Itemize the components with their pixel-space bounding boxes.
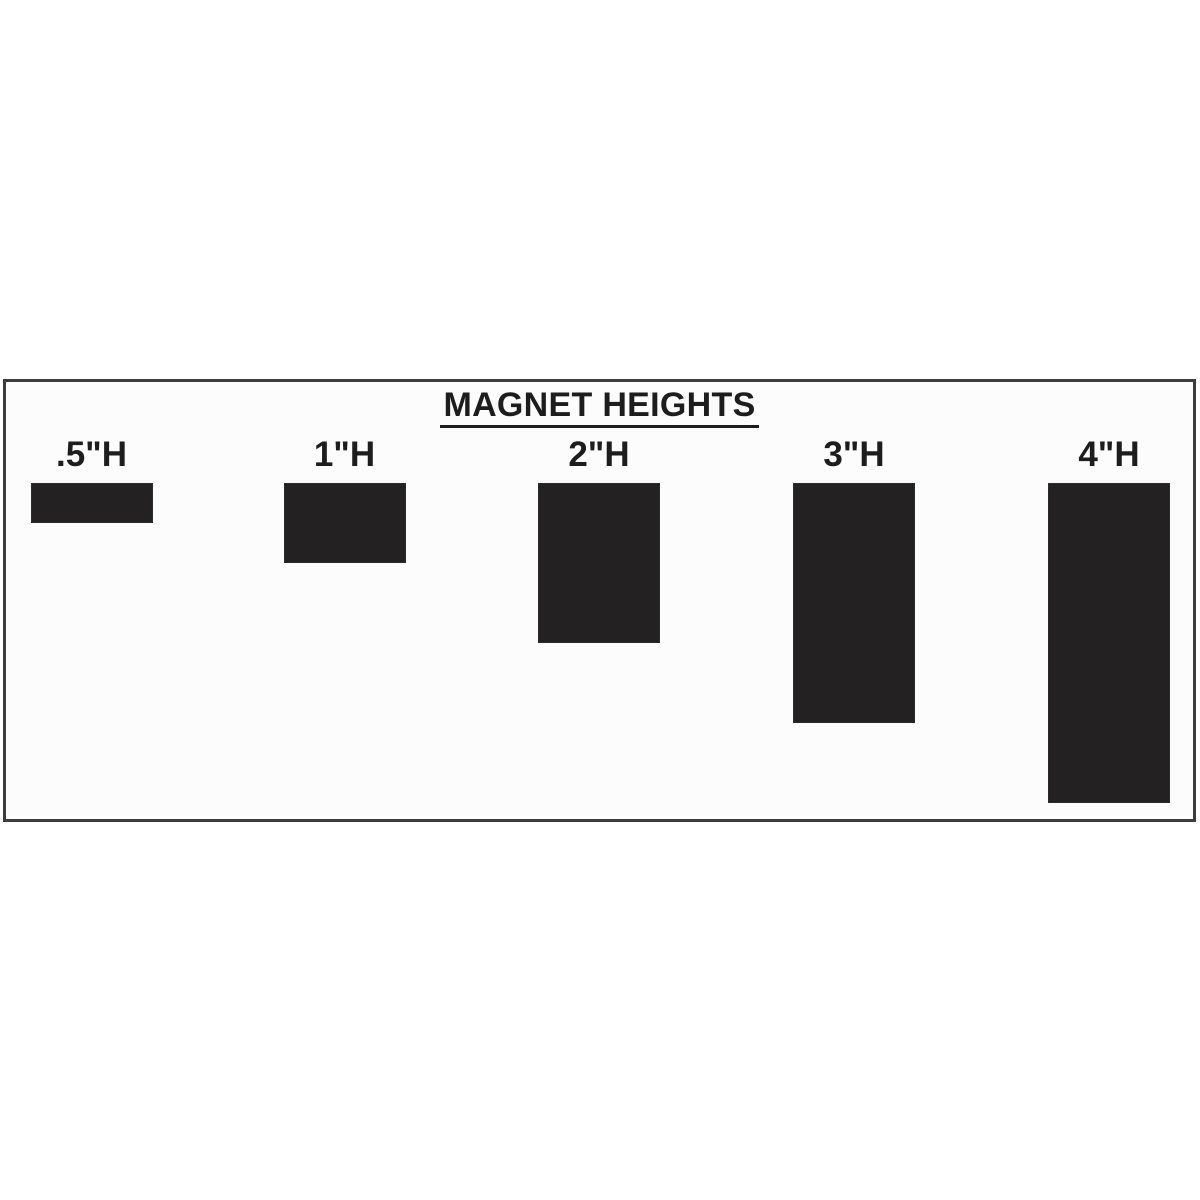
magnet-rect <box>793 483 915 723</box>
magnet-height-label: 4"H <box>1078 435 1140 474</box>
magnet-height-label: .5"H <box>55 435 128 474</box>
magnet-rect <box>30 483 153 523</box>
magnet-row: .5"H 1"H 2"H 3"H 4"H <box>6 437 1193 812</box>
magnet-column: 4"H <box>1048 437 1170 803</box>
magnet-rect <box>283 483 406 563</box>
magnet-column: 2"H <box>538 437 660 643</box>
magnet-height-label: 1"H <box>313 435 376 474</box>
magnet-height-label: 3"H <box>823 435 885 474</box>
magnet-rect <box>538 483 660 643</box>
magnet-height-label: 2"H <box>568 435 630 474</box>
panel-title-wrap: MAGNET HEIGHTS <box>6 388 1193 428</box>
magnet-rect <box>1048 483 1170 803</box>
magnet-column: 1"H <box>283 435 406 563</box>
magnet-heights-panel: MAGNET HEIGHTS .5"H 1"H 2"H 3"H 4"H <box>3 379 1196 822</box>
magnet-column: 3"H <box>793 437 915 723</box>
panel-title: MAGNET HEIGHTS <box>440 388 759 428</box>
magnet-column: .5"H <box>30 435 153 523</box>
